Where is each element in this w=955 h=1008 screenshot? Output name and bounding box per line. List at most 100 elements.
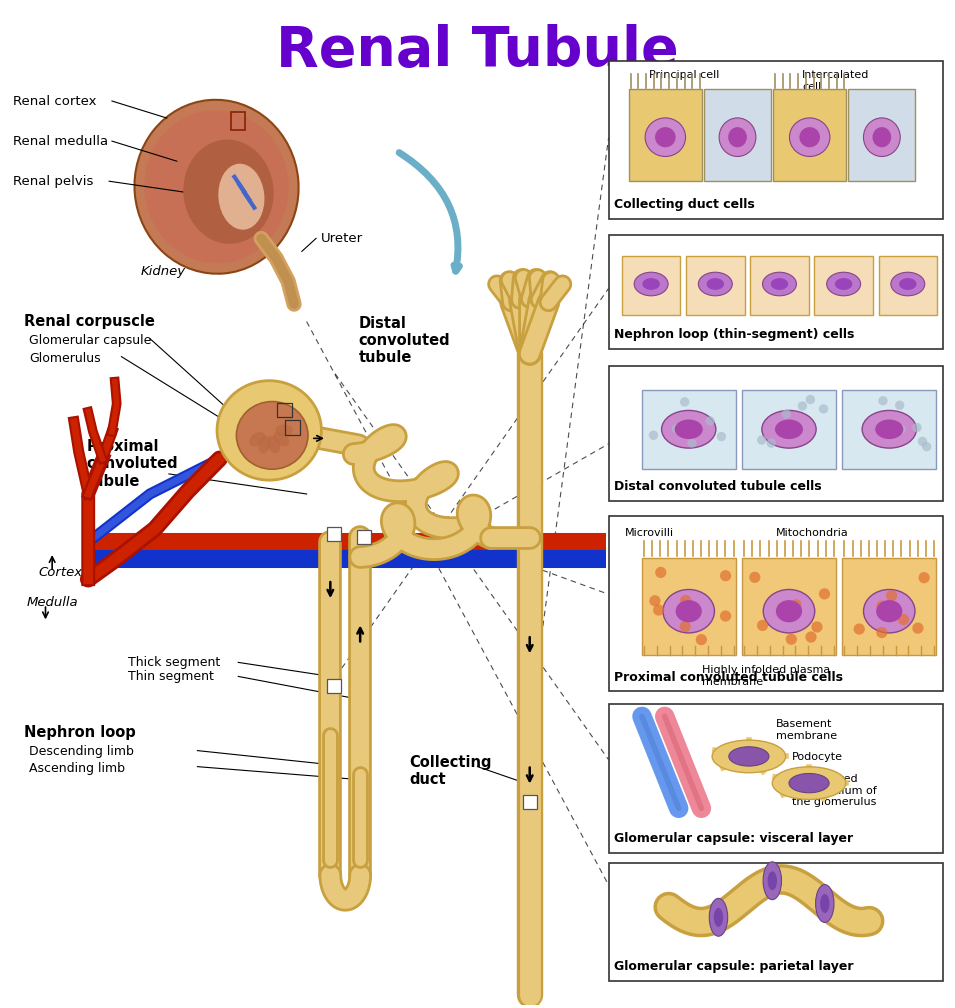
Ellipse shape bbox=[687, 605, 698, 616]
Ellipse shape bbox=[876, 600, 902, 622]
Ellipse shape bbox=[809, 448, 818, 457]
Ellipse shape bbox=[891, 272, 924, 295]
Ellipse shape bbox=[662, 410, 716, 449]
Ellipse shape bbox=[808, 611, 819, 623]
Ellipse shape bbox=[711, 398, 721, 408]
Ellipse shape bbox=[910, 595, 921, 607]
Ellipse shape bbox=[827, 272, 860, 295]
Bar bbox=[642, 558, 735, 654]
Ellipse shape bbox=[710, 898, 728, 936]
Ellipse shape bbox=[755, 399, 765, 408]
Text: Cortex: Cortex bbox=[39, 565, 83, 579]
Ellipse shape bbox=[654, 395, 664, 404]
Bar bbox=[622, 256, 680, 314]
Ellipse shape bbox=[183, 139, 274, 244]
Ellipse shape bbox=[871, 413, 881, 422]
Ellipse shape bbox=[790, 118, 830, 156]
Bar bbox=[231, 112, 245, 130]
Ellipse shape bbox=[762, 410, 817, 449]
Ellipse shape bbox=[863, 590, 915, 633]
Ellipse shape bbox=[676, 433, 686, 444]
Ellipse shape bbox=[646, 118, 686, 156]
Ellipse shape bbox=[903, 397, 913, 406]
Text: Nephron loop (thin-segment) cells: Nephron loop (thin-segment) cells bbox=[614, 328, 855, 341]
Ellipse shape bbox=[789, 576, 799, 587]
Text: Ascending limb: Ascending limb bbox=[30, 762, 125, 774]
Text: Mitochondria: Mitochondria bbox=[775, 528, 848, 538]
Bar bbox=[522, 794, 537, 808]
Ellipse shape bbox=[873, 127, 891, 147]
Text: Fenestrated
endothelium of
the glomerulus: Fenestrated endothelium of the glomerulu… bbox=[793, 774, 877, 807]
Ellipse shape bbox=[771, 278, 788, 290]
Ellipse shape bbox=[664, 451, 673, 461]
Ellipse shape bbox=[762, 272, 796, 295]
Ellipse shape bbox=[689, 610, 700, 621]
Text: Medulla: Medulla bbox=[27, 596, 78, 609]
Bar bbox=[751, 256, 809, 314]
Ellipse shape bbox=[672, 432, 682, 443]
Text: Renal cortex: Renal cortex bbox=[12, 95, 96, 108]
Bar bbox=[286, 420, 300, 435]
Ellipse shape bbox=[875, 419, 903, 439]
Text: Thin segment: Thin segment bbox=[128, 670, 214, 683]
Ellipse shape bbox=[688, 601, 699, 613]
Ellipse shape bbox=[663, 434, 672, 444]
Ellipse shape bbox=[275, 424, 293, 436]
Ellipse shape bbox=[683, 624, 694, 635]
Text: Nephron loop: Nephron loop bbox=[24, 725, 136, 740]
Ellipse shape bbox=[863, 118, 901, 156]
Text: Collecting duct cells: Collecting duct cells bbox=[614, 199, 755, 212]
Ellipse shape bbox=[816, 885, 834, 922]
Text: Renal pelvis: Renal pelvis bbox=[12, 174, 93, 187]
Text: Distal
convoluted
tubule: Distal convoluted tubule bbox=[359, 316, 451, 365]
Text: Glomerulus: Glomerulus bbox=[30, 352, 101, 365]
Ellipse shape bbox=[760, 394, 769, 404]
Bar bbox=[742, 390, 836, 469]
Text: Distal convoluted tubule cells: Distal convoluted tubule cells bbox=[614, 480, 822, 493]
Ellipse shape bbox=[634, 272, 668, 295]
Ellipse shape bbox=[669, 598, 680, 609]
Ellipse shape bbox=[643, 278, 660, 290]
Ellipse shape bbox=[750, 623, 760, 634]
Ellipse shape bbox=[807, 446, 817, 455]
Text: Glomerular capsule: Glomerular capsule bbox=[30, 334, 152, 347]
Ellipse shape bbox=[135, 100, 299, 274]
Ellipse shape bbox=[267, 435, 280, 454]
Ellipse shape bbox=[902, 628, 914, 639]
Bar bbox=[608, 516, 943, 691]
Text: Renal medulla: Renal medulla bbox=[12, 135, 108, 147]
Text: Glomerular capsule: visceral layer: Glomerular capsule: visceral layer bbox=[614, 832, 854, 845]
Bar bbox=[357, 530, 371, 544]
Text: Renal Tubule: Renal Tubule bbox=[276, 24, 679, 78]
Bar bbox=[608, 60, 943, 220]
Bar bbox=[608, 366, 943, 501]
Ellipse shape bbox=[862, 410, 917, 449]
Ellipse shape bbox=[675, 600, 702, 622]
Ellipse shape bbox=[907, 624, 918, 635]
Ellipse shape bbox=[728, 127, 747, 147]
Ellipse shape bbox=[835, 278, 853, 290]
Ellipse shape bbox=[881, 452, 890, 462]
Text: Renal corpuscle: Renal corpuscle bbox=[24, 313, 155, 329]
Ellipse shape bbox=[707, 278, 724, 290]
Ellipse shape bbox=[920, 625, 930, 636]
Ellipse shape bbox=[663, 590, 714, 633]
Text: Kidney: Kidney bbox=[140, 265, 185, 278]
Ellipse shape bbox=[647, 562, 659, 574]
Ellipse shape bbox=[820, 894, 830, 913]
Text: Podocyte: Podocyte bbox=[793, 752, 843, 762]
Ellipse shape bbox=[749, 578, 760, 589]
Text: Highly infolded plasma
membrane: Highly infolded plasma membrane bbox=[702, 665, 830, 686]
Ellipse shape bbox=[768, 871, 777, 890]
Ellipse shape bbox=[775, 600, 802, 622]
Ellipse shape bbox=[258, 435, 271, 454]
Bar bbox=[628, 90, 702, 181]
Bar bbox=[328, 527, 341, 541]
Ellipse shape bbox=[713, 908, 723, 926]
Ellipse shape bbox=[746, 581, 757, 592]
Ellipse shape bbox=[869, 432, 879, 442]
Ellipse shape bbox=[775, 419, 803, 439]
Ellipse shape bbox=[719, 118, 756, 156]
Ellipse shape bbox=[712, 740, 786, 773]
Text: Proximal convoluted tubule cells: Proximal convoluted tubule cells bbox=[614, 670, 843, 683]
